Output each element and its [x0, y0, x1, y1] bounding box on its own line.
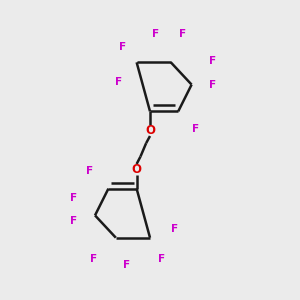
- Text: F: F: [119, 43, 126, 52]
- Text: F: F: [70, 216, 77, 226]
- Text: F: F: [115, 76, 122, 87]
- Text: F: F: [70, 193, 77, 202]
- Text: O: O: [145, 124, 155, 137]
- Text: F: F: [86, 166, 94, 176]
- Text: F: F: [209, 80, 217, 90]
- Text: F: F: [123, 260, 130, 270]
- Text: F: F: [171, 224, 178, 234]
- Text: F: F: [209, 56, 217, 66]
- Text: F: F: [158, 254, 166, 264]
- Text: O: O: [132, 163, 142, 176]
- Text: F: F: [179, 28, 186, 38]
- Text: F: F: [192, 124, 199, 134]
- Text: F: F: [90, 254, 97, 264]
- Text: F: F: [152, 28, 160, 38]
